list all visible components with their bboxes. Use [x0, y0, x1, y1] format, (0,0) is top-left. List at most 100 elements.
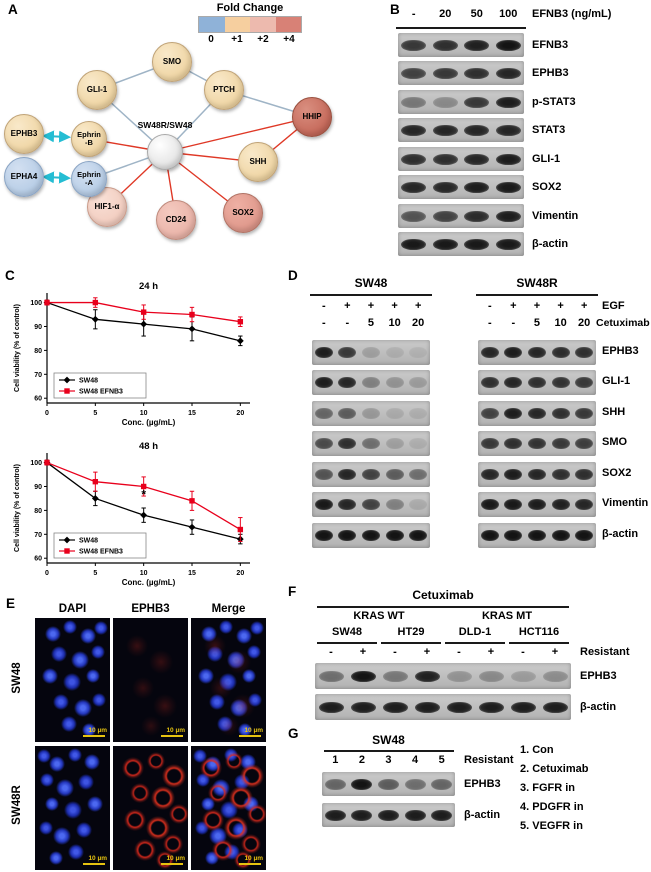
blot-band	[464, 39, 490, 51]
divider	[317, 642, 377, 644]
blot-band	[551, 469, 570, 480]
blot-row: EPHB3	[312, 340, 651, 365]
blot-band	[432, 67, 458, 79]
blot-band	[401, 153, 427, 165]
blot-gli1	[398, 147, 524, 171]
blot-band	[338, 530, 357, 541]
blot-band	[575, 408, 594, 419]
cetuximab-value: 10	[554, 317, 567, 329]
divider	[445, 642, 505, 644]
blot-band	[542, 701, 568, 713]
data-point	[92, 299, 99, 306]
blot-row: Vimentin	[398, 204, 578, 228]
legend-item: 4. PDGFR in	[520, 801, 584, 813]
blot-band	[314, 377, 333, 388]
blot-row: β-actin	[398, 232, 568, 256]
blot-band	[464, 67, 490, 79]
node-ptch: PTCH	[204, 70, 244, 110]
resistant-label-g: Resistant	[464, 754, 514, 766]
blot-label: p-STAT3	[532, 96, 576, 108]
x-tick-label: 0	[45, 570, 49, 577]
lane-number: 1	[332, 754, 339, 766]
image-sw48r-ephb3: 10 µm	[113, 746, 188, 870]
cetuximab-value: -	[345, 317, 350, 329]
divider	[396, 27, 526, 29]
legend-marker	[64, 548, 70, 554]
x-tick-label: 15	[188, 410, 196, 417]
blot-band	[551, 347, 570, 358]
fold-change-tick: +2	[257, 34, 269, 45]
blot-band	[361, 438, 380, 449]
blot-band	[480, 499, 499, 510]
node-hhip: HHIP	[292, 97, 332, 137]
blot-band	[404, 809, 426, 821]
x-tick-label: 20	[236, 410, 244, 417]
scale-bar-label: 10 µm	[88, 727, 107, 734]
dose-value: 50	[470, 8, 483, 20]
resistant-value: -	[457, 646, 461, 658]
legend-marker	[64, 388, 70, 394]
blot-row: EPHB3	[398, 61, 569, 85]
blot-row: p-STAT3	[398, 90, 576, 114]
lane-number: 4	[412, 754, 419, 766]
efnb3-dose-unit: EFNB3 (ng/mL)	[532, 8, 612, 20]
x-tick-label: 0	[45, 410, 49, 417]
egf-value: +	[367, 300, 375, 312]
panel-d-label: D	[288, 268, 298, 283]
legend-box	[53, 532, 147, 559]
cetuximab-value: 10	[388, 317, 401, 329]
blot-row: EFNB3	[398, 33, 568, 57]
x-tick-label: 15	[188, 570, 196, 577]
resistant-value: +	[359, 646, 367, 658]
divider	[317, 606, 569, 608]
lane-number: 3	[385, 754, 392, 766]
blot-ephb3-f	[315, 663, 571, 689]
blot-row: GLI-1	[312, 370, 651, 395]
blot-label: EPHB3	[532, 67, 569, 79]
y-tick-label: 70	[34, 372, 42, 379]
resistant-value: +	[487, 646, 495, 658]
blot-band	[504, 408, 523, 419]
blot-band	[401, 124, 427, 136]
resistant-value: -	[521, 646, 525, 658]
blot-band	[414, 670, 440, 682]
blot-label: SOX2	[602, 467, 632, 479]
blot-sw48r-shh	[478, 401, 596, 426]
dose-value: 100	[499, 8, 518, 20]
blot-band	[495, 238, 521, 250]
blot-label: β-actin	[532, 238, 569, 250]
fold-change-title: Fold Change	[216, 2, 284, 14]
blot-band	[338, 499, 357, 510]
scale-bar-label: 10 µm	[166, 855, 185, 862]
node-gli1: GLI-1	[77, 70, 117, 110]
blot-sw48-gli1	[312, 370, 430, 395]
fold-change-segment	[250, 17, 276, 32]
panel-a-label: A	[8, 2, 18, 17]
blot-band	[385, 438, 404, 449]
node-ephrin-b: Ephrin -B	[71, 121, 107, 157]
x-tick-label: 5	[93, 410, 97, 417]
blot-sw48r-sox2	[478, 462, 596, 487]
scale-bar	[239, 735, 261, 737]
y-tick-label: 80	[34, 508, 42, 515]
column-merge: Merge	[211, 603, 246, 615]
legend-item: 5. VEGFR in	[520, 820, 583, 832]
blot-row: EPHB3	[315, 663, 617, 689]
y-axis-label: Cell viability (% of control)	[14, 464, 21, 552]
blot-band	[361, 408, 380, 419]
x-axis-label: Conc. (µg/mL)	[122, 578, 176, 587]
blot-band	[318, 670, 344, 682]
network-arrow-epha4-ephrina	[42, 171, 71, 184]
blot-band	[324, 809, 346, 821]
data-point	[140, 320, 148, 328]
dapi-stain	[35, 618, 110, 742]
blot-label: β-actin	[602, 528, 639, 540]
blot-band	[551, 408, 570, 419]
blot-sox2	[398, 175, 524, 199]
blot-band	[446, 701, 472, 713]
blot-label: Vimentin	[532, 210, 579, 222]
blot-band	[401, 39, 427, 51]
fold-change-segment	[199, 17, 225, 32]
blot-band	[432, 39, 458, 51]
egf-value: +	[580, 300, 588, 312]
